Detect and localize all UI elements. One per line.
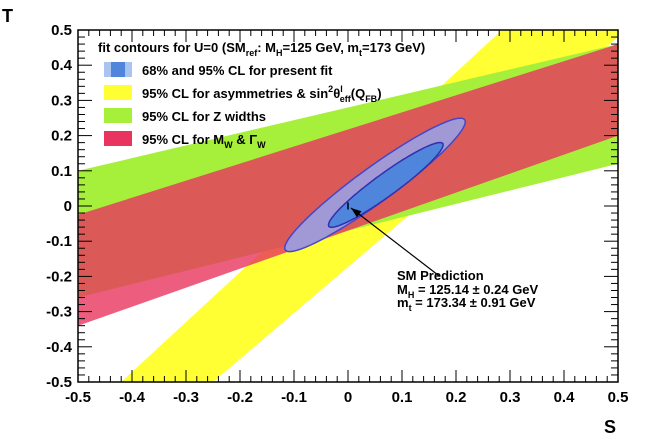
- sm-prediction-mh: MH = 125.14 ± 0.24 GeV: [397, 282, 539, 300]
- ellipses-layer: [283, 117, 467, 253]
- legend-label-mw-gammaw: 95% CL for MW & ΓW: [142, 132, 266, 150]
- legend: fit contours for U=0 (SMref: MH=125 GeV,…: [98, 40, 425, 150]
- legend-swatch-present-fit-inner: [111, 62, 125, 77]
- y-tick-label: -0.3: [46, 304, 72, 321]
- x-axis-title: S: [604, 417, 616, 437]
- legend-swatch-mw-gammaw: [104, 131, 132, 146]
- x-tick-label: -0.1: [281, 389, 307, 406]
- y-tick-label: 0.1: [51, 163, 72, 180]
- sm-prediction-annotation: SM Prediction MH = 125.14 ± 0.24 GeV mt …: [397, 268, 539, 313]
- legend-label-z-widths: 95% CL for Z widths: [142, 109, 266, 124]
- sm-prediction-arrowhead: [351, 208, 362, 218]
- ellipse-68CL: [327, 141, 444, 229]
- x-tick-label: -0.2: [227, 389, 253, 406]
- x-tick-label: 0.2: [446, 389, 467, 406]
- y-tick-label: 0.5: [51, 22, 72, 39]
- y-axis-title: T: [2, 6, 13, 26]
- legend-swatch-asymmetries: [104, 85, 132, 100]
- y-tick-label: 0.3: [51, 92, 72, 109]
- x-axis-ticks: -0.5 -0.4 -0.3 -0.2 -0.1 0 0.1 0.2 0.3 0.4 0.5: [65, 30, 628, 406]
- y-tick-label: -0.2: [46, 268, 72, 285]
- x-tick-label: -0.4: [119, 389, 146, 406]
- x-tick-label: 0.4: [554, 389, 576, 406]
- sm-prediction-layer: [347, 202, 441, 277]
- legend-label-asymmetries: 95% CL for asymmetries & sin2θl eff(QFB): [142, 84, 382, 104]
- legend-swatch-z-widths: [104, 108, 132, 123]
- y-tick-label: 0.4: [51, 57, 73, 74]
- x-tick-label: -0.3: [173, 389, 199, 406]
- sm-prediction-arrow: [350, 207, 441, 277]
- y-axis-ticks: -0.5 -0.4 -0.3 -0.2 -0.1 0 0.1 0.2 0.3 0.4 0.5: [46, 22, 618, 391]
- y-tick-label: -0.1: [46, 233, 72, 250]
- y-tick-label: 0.2: [51, 128, 72, 145]
- x-tick-label: 0: [344, 389, 352, 406]
- sm-prediction-mt: mt = 173.34 ± 0.91 GeV: [397, 295, 536, 313]
- x-tick-label: 0.3: [500, 389, 521, 406]
- sm-prediction-label: SM Prediction: [397, 268, 484, 283]
- x-tick-label: 0.1: [392, 389, 413, 406]
- legend-title: fit contours for U=0 (SMref: MH=125 GeV,…: [98, 40, 425, 58]
- y-tick-label: -0.5: [46, 374, 72, 391]
- legend-label-present-fit: 68% and 95% CL for present fit: [142, 63, 333, 78]
- x-tick-label: -0.5: [65, 389, 91, 406]
- y-tick-label: -0.4: [46, 339, 73, 356]
- x-tick-label: 0.5: [608, 389, 629, 406]
- y-tick-label: 0: [64, 198, 72, 215]
